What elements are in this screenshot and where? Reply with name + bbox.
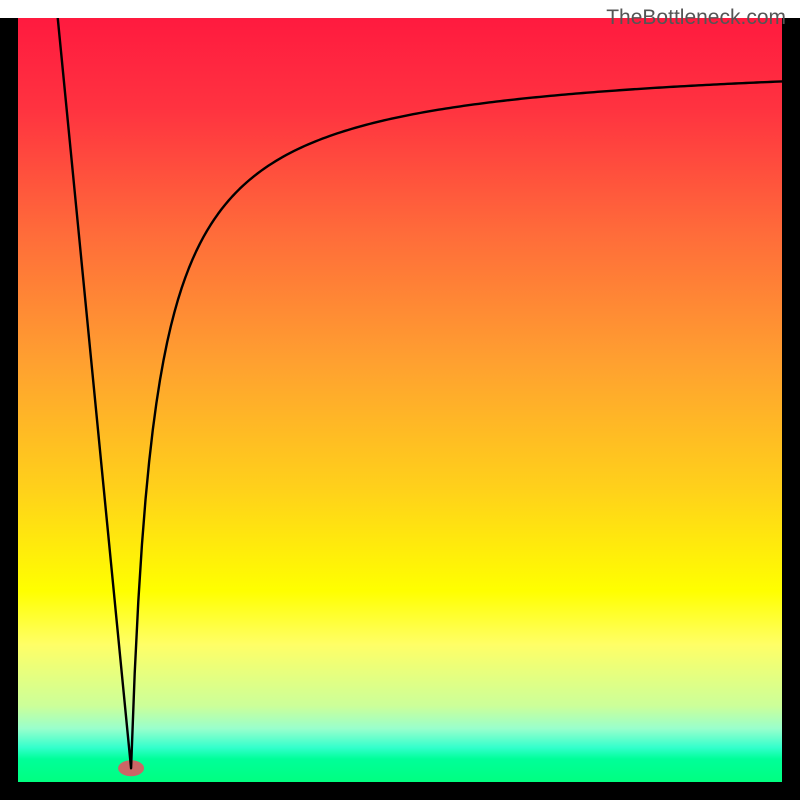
gradient-background bbox=[18, 18, 782, 782]
bottleneck-chart bbox=[0, 0, 800, 800]
chart-container: TheBottleneck.com bbox=[0, 0, 800, 800]
watermark-text: TheBottleneck.com bbox=[606, 6, 786, 30]
